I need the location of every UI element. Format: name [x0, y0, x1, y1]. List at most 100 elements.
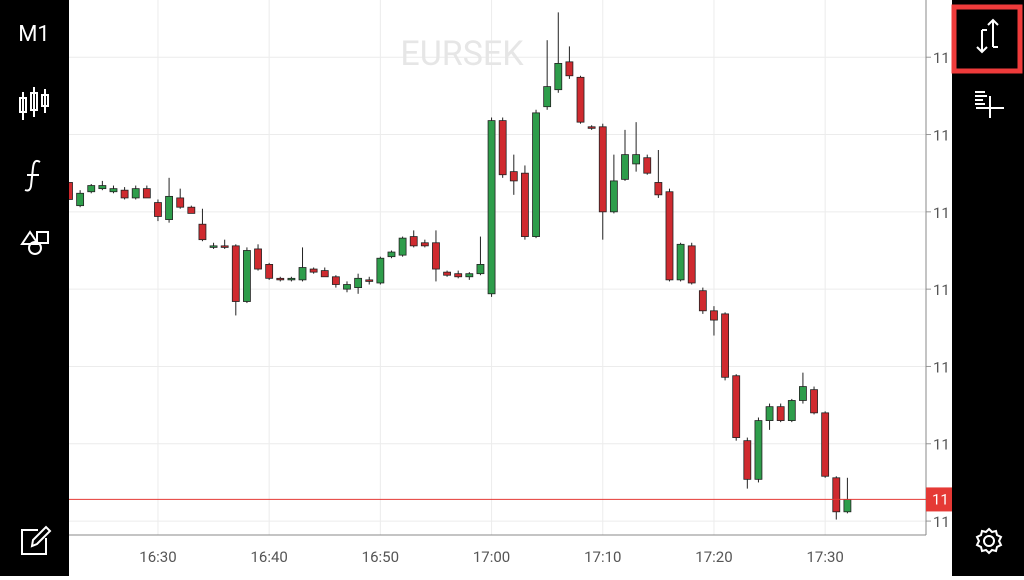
- candle-body: [465, 273, 474, 278]
- candle-body: [676, 243, 685, 281]
- candle-body: [498, 120, 507, 176]
- candle-body: [387, 251, 396, 258]
- candle-body: [165, 195, 173, 220]
- candle-body: [298, 267, 307, 281]
- candle-body: [487, 120, 496, 295]
- candle-body: [776, 406, 785, 421]
- plot-area: 11 11 11 11 11 11 11 16:30 16:40 16:50 17:00 17:10 1…: [65, 0, 950, 566]
- crosshair-button[interactable]: [975, 91, 1004, 118]
- candle-body: [810, 389, 818, 414]
- candle-body: [509, 171, 518, 182]
- candle-body: [109, 188, 118, 193]
- candle-body: [587, 126, 596, 129]
- x-tick-label: 16:40: [250, 548, 287, 566]
- scale-button[interactable]: [976, 18, 999, 54]
- timeframe-button[interactable]: M1: [18, 22, 50, 47]
- candle-body: [754, 420, 763, 480]
- y-tick-label: 11: [933, 358, 950, 376]
- candle-body: [398, 237, 407, 256]
- indicators-button[interactable]: [24, 159, 41, 192]
- candle-body: [765, 406, 774, 421]
- candle-body: [643, 157, 652, 174]
- candle-body: [187, 206, 196, 214]
- candle-body: [432, 242, 440, 270]
- candle-body: [320, 270, 329, 278]
- candle-body: [120, 189, 129, 199]
- candle-body: [732, 375, 741, 438]
- candle-body: [331, 276, 340, 285]
- last-price-label: 11: [932, 490, 949, 508]
- candle-body: [532, 112, 540, 237]
- candle-body: [665, 191, 674, 281]
- candle-body: [454, 273, 463, 278]
- candle-body: [287, 277, 296, 281]
- candle-body: [799, 386, 807, 401]
- y-tick-label: 11: [933, 126, 950, 144]
- candle-body: [365, 279, 374, 282]
- candle-body: [209, 245, 218, 248]
- candle-body: [376, 257, 385, 284]
- candle-body: [409, 236, 418, 247]
- candle-body: [787, 400, 796, 421]
- scale-button-highlight[interactable]: [951, 4, 1023, 74]
- candle-body: [87, 185, 96, 193]
- candle-body: [687, 245, 696, 284]
- candle-body: [309, 268, 318, 273]
- candle-body: [621, 154, 629, 180]
- last-price-tag: [926, 487, 952, 512]
- candle-body: [710, 310, 718, 321]
- candle-body: [654, 182, 663, 196]
- candle-body: [198, 223, 207, 241]
- candle-body: [176, 197, 185, 208]
- candle-body: [476, 264, 485, 275]
- x-tick-label: 16:50: [362, 548, 399, 566]
- candle-body: [721, 313, 729, 378]
- candle-body: [598, 126, 607, 213]
- candle-body: [354, 277, 363, 289]
- candle-body: [220, 245, 229, 248]
- candle-body: [443, 271, 451, 276]
- candle-body: [821, 412, 830, 477]
- candle-body: [98, 185, 107, 190]
- chart-type-button[interactable]: [19, 87, 49, 120]
- candle-body: [609, 180, 618, 213]
- candle-body: [554, 62, 563, 91]
- candle-body: [743, 440, 752, 480]
- candle-body: [154, 202, 162, 217]
- candle-body: [343, 284, 351, 290]
- x-tick-label: 17:00: [473, 548, 510, 566]
- y-tick-label: 11: [933, 436, 950, 454]
- edit-button[interactable]: [21, 525, 52, 555]
- candle-body: [276, 277, 285, 281]
- candle-body: [231, 245, 240, 302]
- candle-body: [832, 477, 841, 513]
- candle-body: [698, 290, 707, 312]
- candle-body: [632, 154, 641, 165]
- x-tick-label: 17:10: [584, 548, 621, 566]
- candle-body: [254, 248, 262, 270]
- y-tick-label: 11: [933, 513, 950, 531]
- right-sidebar: [952, 0, 1024, 576]
- candle-body: [131, 188, 140, 199]
- y-tick-label: 11: [933, 281, 950, 299]
- y-tick-label: 11: [933, 49, 950, 67]
- candle-body: [76, 192, 85, 207]
- candle-body: [576, 76, 585, 123]
- drawing-tools-button[interactable]: [20, 230, 49, 255]
- candle-body: [265, 264, 274, 279]
- x-tick-label: 16:30: [139, 548, 176, 566]
- candle-body: [420, 242, 429, 247]
- candle-body: [142, 188, 151, 199]
- watermark: EURSEK: [400, 34, 524, 74]
- candle-body: [543, 86, 552, 108]
- candle-body: [521, 172, 529, 237]
- x-tick-label: 17:20: [695, 548, 732, 566]
- candle-body: [243, 250, 251, 302]
- candle-body: [843, 499, 852, 513]
- left-sidebar: [0, 0, 69, 576]
- settings-button[interactable]: [975, 527, 1003, 555]
- x-tick-label: 17:30: [806, 548, 843, 566]
- y-tick-label: 11: [933, 204, 950, 222]
